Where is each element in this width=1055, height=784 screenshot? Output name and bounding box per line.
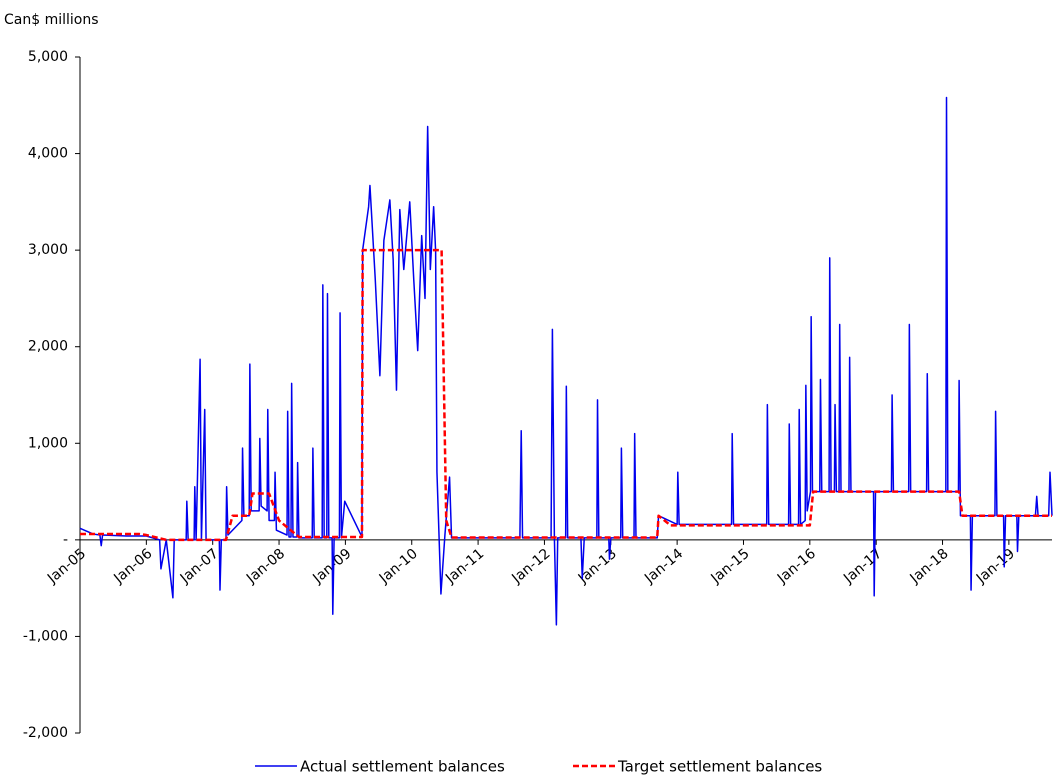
legend-label: Target settlement balances	[617, 758, 822, 776]
x-tick-label: Jan-14	[641, 546, 686, 588]
x-tick-label: Jan-12	[508, 546, 553, 587]
y-tick-label: -	[63, 532, 68, 548]
x-tick-label: Jan-08	[243, 546, 288, 587]
x-tick-label: Jan-18	[907, 546, 952, 587]
y-axis-label: Can$ millions	[4, 12, 99, 28]
y-tick-label: -1,000	[23, 628, 68, 644]
y-tick-label: 2,000	[28, 339, 68, 355]
y-tick-label: 5,000	[28, 49, 68, 65]
y-tick-label: 3,000	[28, 242, 68, 258]
x-tick-label: Jan-16	[774, 546, 819, 588]
y-tick-label: 1,000	[28, 435, 68, 451]
x-tick-label: Jan-05	[44, 546, 89, 587]
series-line	[79, 96, 1053, 626]
legend-label: Actual settlement balances	[300, 758, 505, 776]
x-tick-label: Jan-07	[177, 546, 222, 587]
x-tick-label: Jan-11	[442, 546, 487, 587]
x-tick-label: Jan-17	[840, 546, 885, 587]
y-tick-label: -2,000	[23, 725, 68, 741]
x-tick-label: Jan-06	[110, 546, 155, 588]
x-tick-label: Jan-10	[376, 546, 421, 587]
y-tick-label: 4,000	[28, 146, 68, 162]
x-tick-label: Jan-19	[973, 546, 1018, 587]
series-line	[80, 248, 1052, 542]
x-tick-label: Jan-15	[708, 546, 753, 587]
